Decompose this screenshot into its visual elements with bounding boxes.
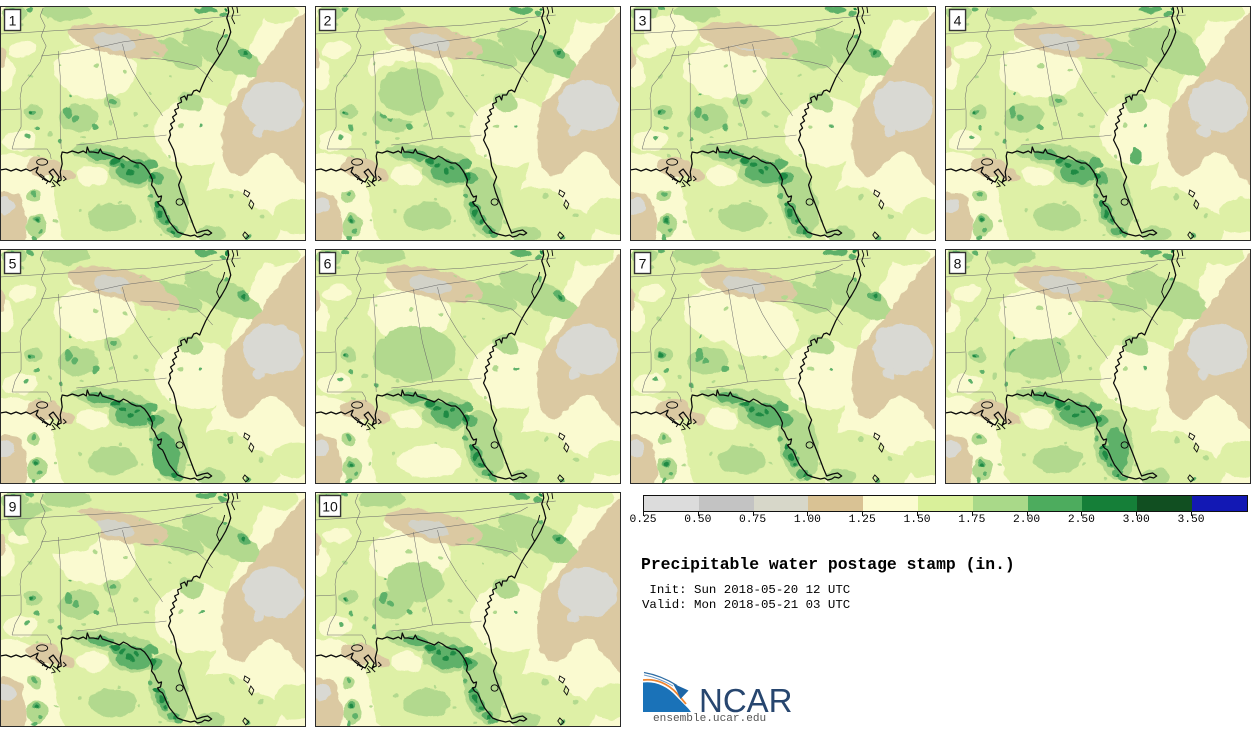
svg-text:5: 5: [9, 256, 17, 272]
svg-text:2: 2: [324, 13, 332, 29]
svg-text:3: 3: [639, 13, 647, 29]
svg-text:4: 4: [954, 13, 962, 29]
svg-text:1: 1: [9, 13, 17, 29]
svg-text:10: 10: [322, 499, 338, 515]
svg-text:8: 8: [954, 256, 962, 272]
svg-text:6: 6: [324, 256, 332, 272]
svg-text:9: 9: [9, 499, 17, 515]
svg-text:7: 7: [639, 256, 647, 272]
